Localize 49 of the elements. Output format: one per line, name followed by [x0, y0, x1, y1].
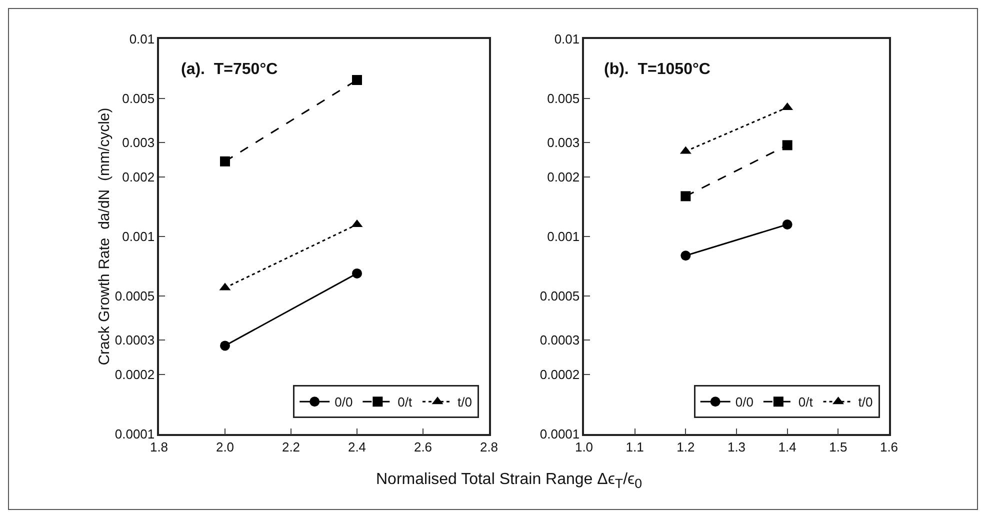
y-tick-label: 0.002 [547, 170, 580, 185]
x-tick-label: 1.6 [880, 439, 898, 454]
y-tick-label: 0.0005 [114, 288, 155, 304]
point [220, 156, 230, 166]
x-tick-label: 1.8 [150, 439, 168, 454]
legend-label: 0/t [398, 394, 413, 410]
y-tick-label: 0.003 [547, 134, 580, 150]
x-tick-label: 1.2 [676, 439, 695, 454]
legend-label: 0/t [798, 394, 814, 410]
legend-label: t/0 [458, 394, 472, 410]
y-tick-label: 0.001 [547, 229, 580, 244]
point [782, 220, 792, 230]
y-tick-label: 0.0001 [114, 426, 155, 442]
legend-label: 0/0 [735, 394, 754, 410]
point [352, 75, 362, 85]
text: (b). T=1050°C [604, 61, 711, 78]
x-tick-label: 2.6 [414, 439, 432, 454]
x-tick-label: 2.8 [480, 439, 498, 454]
x-tick-label: 1.0 [574, 439, 594, 454]
point [220, 340, 230, 351]
point [352, 268, 362, 278]
point [680, 191, 691, 202]
y-tick-label: 0.0005 [540, 288, 580, 304]
y-tick-label: 0.003 [122, 134, 155, 150]
y-tick-label: 0.001 [122, 229, 155, 244]
y-tick-label: 0.01 [129, 32, 155, 47]
x-tick-label: 1.4 [778, 439, 796, 454]
y-tick-label: 0.005 [122, 91, 155, 106]
y-tick-label: 0.002 [122, 170, 155, 185]
x-tick-label: 2.4 [348, 439, 366, 454]
x-tick-label: 1.1 [626, 439, 644, 454]
y-tick-label: 0.01 [554, 32, 580, 47]
y-tick-label: 0.0003 [540, 332, 580, 348]
x-axis-title: Normalised Total Strain Range Δϵ$_{T}$/ϵ$_{0}$ [375, 471, 643, 492]
point [680, 250, 691, 261]
point [782, 140, 792, 150]
legend-label: 0/0 [334, 394, 353, 410]
x-tick-label: 2.0 [216, 439, 234, 454]
y-tick-label: 0.005 [547, 91, 580, 106]
legend-label: t/0 [858, 394, 873, 410]
y-tick-label: 0.0002 [540, 367, 580, 382]
y-tick-label: 0.0002 [114, 367, 155, 382]
y-axis-title: Crack Growth Rate da/dN (mm/cycle) [96, 108, 113, 366]
x-tick-label: 1.5 [829, 439, 848, 454]
text: (a). T=750°C [181, 61, 278, 78]
x-tick-label: 1.3 [727, 439, 746, 454]
y-tick-label: 0.0001 [540, 426, 580, 442]
y-tick-label: 0.0003 [114, 332, 155, 348]
x-tick-label: 2.2 [282, 439, 300, 454]
